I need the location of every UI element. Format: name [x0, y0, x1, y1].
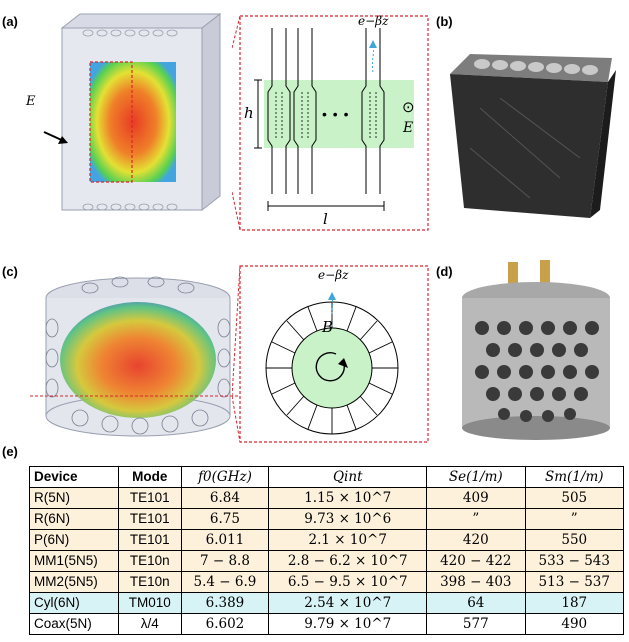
cell-device: Cyl(6N) — [28, 592, 120, 614]
height-label: h — [244, 104, 254, 122]
cell-sm: 533 − 543 — [524, 550, 624, 572]
table-row: MM2(5N5) TE10n 5.4 − 6.9 6.5 − 9.5 × 10^… — [28, 571, 624, 593]
cell-qint: 2.1 × 10^7 — [268, 529, 428, 551]
panel-label-c: (c) — [2, 264, 18, 279]
panel-label-e: (e) — [2, 444, 18, 459]
cyl-cavity-simulation — [30, 276, 240, 437]
cell-f0: 6.011 — [180, 529, 270, 551]
cell-sm: ” — [524, 508, 624, 530]
length-label: l — [323, 210, 328, 228]
cell-mode: TM010 — [118, 592, 182, 614]
cell-sm: 505 — [524, 487, 624, 509]
cell-mode: TE10n — [118, 550, 182, 572]
cell-se: 409 — [426, 487, 526, 509]
cell-device: P(6N) — [28, 529, 120, 551]
panel-label-a: (a) — [2, 14, 18, 29]
cell-f0: 6.602 — [180, 613, 270, 635]
cell-device: R(5N) — [28, 487, 120, 509]
panel-label-d: (d) — [436, 264, 453, 279]
cell-f0: 6.84 — [180, 487, 270, 509]
cell-se: ” — [426, 508, 526, 530]
table-row: MM1(5N5) TE10n 7 − 8.8 2.8 − 6.2 × 10^7 … — [28, 550, 624, 572]
cell-f0: 6.75 — [180, 508, 270, 530]
rect-cavity-photo — [450, 54, 616, 218]
cell-qint: 9.79 × 10^7 — [268, 613, 428, 635]
cell-qint: 2.8 − 6.2 × 10^7 — [268, 550, 428, 572]
cell-device: MM1(5N5) — [28, 550, 120, 572]
cell-f0: 7 − 8.8 — [180, 550, 270, 572]
decay-label-c: e−βz — [318, 268, 349, 282]
table-row: Cyl(6N) TM010 6.389 2.54 × 10^7 64 187 — [28, 592, 624, 614]
cell-mode: λ/4 — [118, 613, 182, 635]
e-field-side-label: E — [403, 120, 414, 136]
table-row: P(6N) TE101 6.011 2.1 × 10^7 420 550 — [28, 529, 624, 551]
header-sm: Sm(1/m) — [524, 466, 624, 488]
cell-sm: 490 — [524, 613, 624, 635]
cell-qint: 9.73 × 10^6 — [268, 508, 428, 530]
cell-device: R(6N) — [28, 508, 120, 530]
table-header-row: Device Mode f0(GHz) Qint Se(1/m) Sm(1/m) — [28, 466, 624, 488]
cell-sm: 513 − 537 — [524, 571, 624, 593]
table-row: R(6N) TE101 6.75 9.73 × 10^6 ” ” — [28, 508, 624, 530]
cell-mode: TE101 — [118, 529, 182, 551]
cell-qint: 1.15 × 10^7 — [268, 487, 428, 509]
header-se: Se(1/m) — [426, 466, 526, 488]
rect-cavity-inset — [232, 15, 429, 231]
panel-label-b: (b) — [436, 14, 453, 29]
cell-mode: TE10n — [118, 571, 182, 593]
rect-cavity-simulation — [43, 12, 222, 212]
cell-mode: TE101 — [118, 487, 182, 509]
ellipsis-dots: • • • — [322, 106, 350, 122]
cyl-cavity-photo — [462, 260, 610, 440]
header-mode: Mode — [118, 466, 182, 488]
cell-qint: 6.5 − 9.5 × 10^7 — [268, 571, 428, 593]
cell-se: 64 — [426, 592, 526, 614]
table-row: Coax(5N) λ/4 6.602 9.79 × 10^7 577 490 — [28, 613, 624, 635]
cell-qint: 2.54 × 10^7 — [268, 592, 428, 614]
cell-mode: TE101 — [118, 508, 182, 530]
cyl-cavity-inset — [232, 265, 429, 443]
header-f0: f0(GHz) — [180, 466, 270, 488]
table-row: R(5N) TE101 6.84 1.15 × 10^7 409 505 — [28, 487, 624, 509]
cell-f0: 6.389 — [180, 592, 270, 614]
cell-device: MM2(5N5) — [28, 571, 120, 593]
cell-se: 398 − 403 — [426, 571, 526, 593]
b-field-label: B — [322, 318, 334, 336]
cell-se: 577 — [426, 613, 526, 635]
cell-sm: 550 — [524, 529, 624, 551]
header-qint: Qint — [268, 466, 428, 488]
cell-se: 420 — [426, 529, 526, 551]
cell-f0: 5.4 − 6.9 — [180, 571, 270, 593]
cell-sm: 187 — [524, 592, 624, 614]
out-of-page-symbol: ⊙ — [402, 99, 415, 116]
header-device: Device — [28, 466, 120, 488]
e-field-label-a: E — [26, 94, 36, 109]
cell-device: Coax(5N) — [28, 613, 120, 635]
cavity-parameters-table: Device Mode f0(GHz) Qint Se(1/m) Sm(1/m)… — [28, 466, 624, 635]
decay-label-a: e−βz — [358, 14, 389, 28]
cell-se: 420 − 422 — [426, 550, 526, 572]
